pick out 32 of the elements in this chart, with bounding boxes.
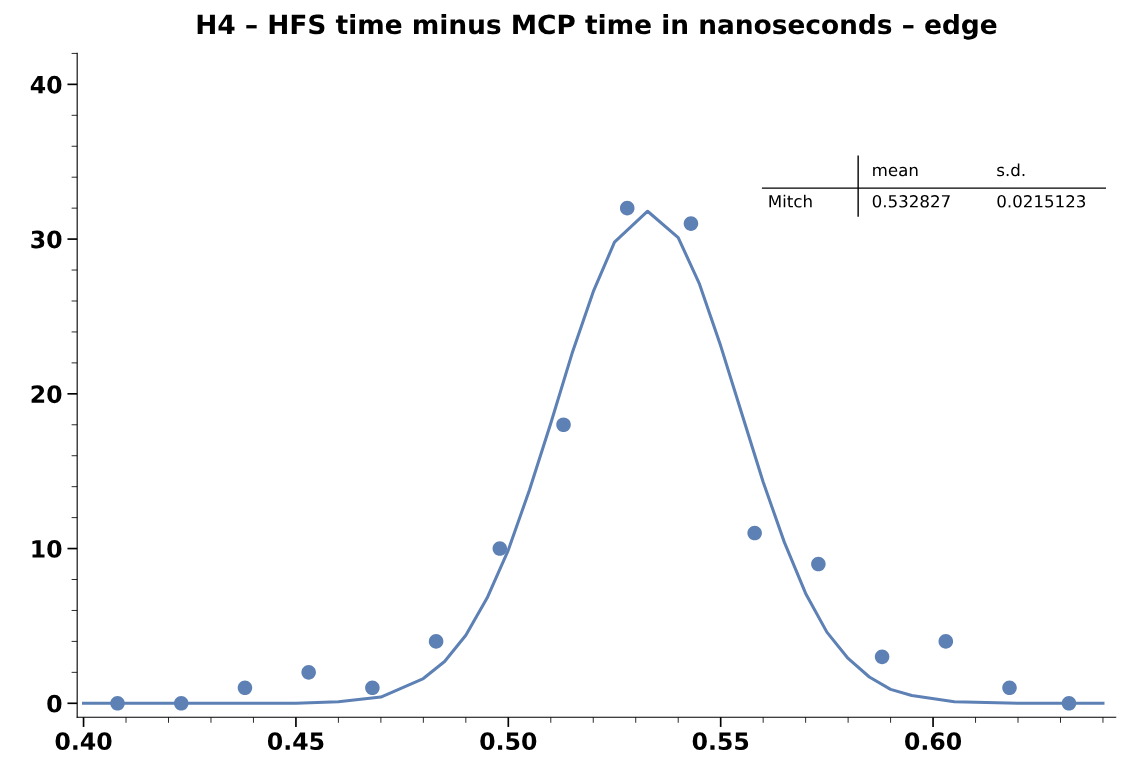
x-tick-label: 0.50 bbox=[480, 732, 537, 751]
point bbox=[110, 696, 125, 711]
annotation: 0.0215123 bbox=[997, 195, 1086, 208]
point bbox=[301, 665, 316, 680]
point bbox=[237, 680, 253, 696]
y-tick-label: 20 bbox=[31, 385, 62, 404]
point bbox=[811, 556, 826, 572]
annotation: mean bbox=[873, 166, 918, 177]
point bbox=[747, 525, 762, 541]
point bbox=[428, 634, 444, 649]
x-tick-label: 0.55 bbox=[692, 732, 749, 751]
point bbox=[1061, 696, 1077, 711]
x-tick-label: 0.45 bbox=[267, 732, 324, 751]
point bbox=[683, 216, 699, 231]
point bbox=[938, 634, 954, 649]
point bbox=[1002, 680, 1017, 696]
annotation: Mitch bbox=[769, 194, 812, 208]
x-tick-label: 0.40 bbox=[55, 732, 112, 751]
point bbox=[619, 200, 635, 216]
x-tick-label: 0.60 bbox=[905, 732, 962, 751]
annotation: s.d. bbox=[997, 163, 1025, 177]
point bbox=[874, 649, 890, 665]
y-tick-label: 0 bbox=[47, 694, 62, 713]
y-tick-label: 30 bbox=[31, 230, 62, 249]
y-tick-label: 40 bbox=[30, 75, 62, 94]
annotation: 0.532827 bbox=[872, 195, 950, 208]
point bbox=[173, 696, 189, 711]
point bbox=[365, 680, 380, 696]
point bbox=[492, 541, 508, 556]
chart-title: H4 – HFS time minus MCP time in nanoseconds – edge bbox=[197, 13, 997, 40]
point bbox=[556, 417, 571, 433]
y-tick-label: 10 bbox=[32, 540, 62, 558]
